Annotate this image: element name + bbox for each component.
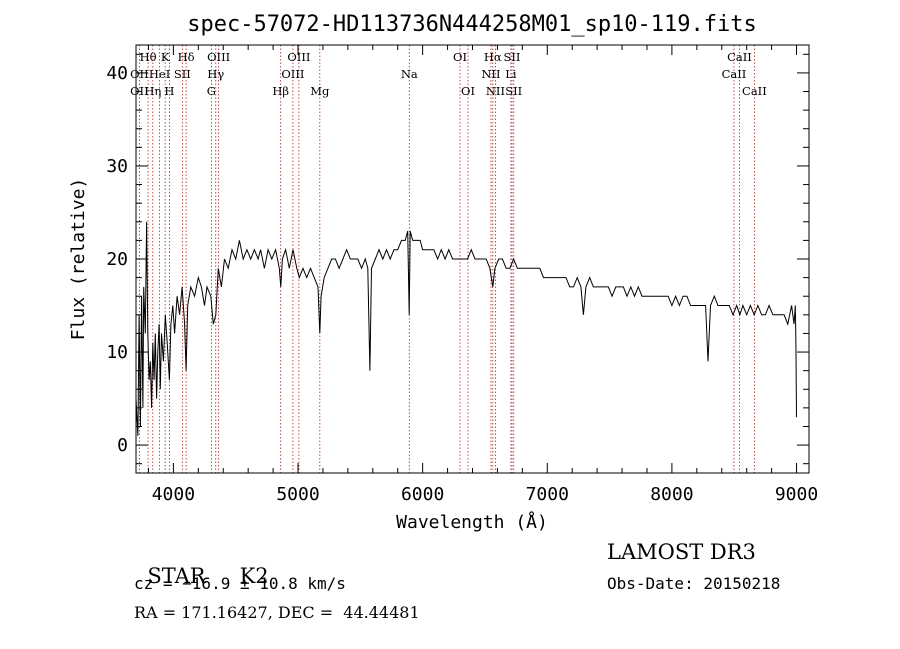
spectral-line-label: NII — [486, 84, 505, 98]
redshift-velocity: cz = −16.9 ± 10.8 km/s — [134, 574, 346, 593]
object-class-line: STAR K2 — [134, 540, 269, 588]
y-tick-label: 30 — [106, 156, 128, 177]
spectral-line-label: OI — [453, 50, 467, 64]
flux-series-line — [135, 221, 797, 436]
spectral-line-label: Mg — [310, 84, 330, 98]
spectral-line-label: OII — [130, 84, 149, 98]
y-tick-label: 10 — [106, 342, 128, 363]
y-tick-label: 20 — [106, 249, 128, 270]
spectral-line-label: G — [207, 84, 216, 98]
chart-title: spec-57072-HD113736N444258M01_sp10-119.f… — [187, 12, 757, 37]
spectral-line-label: SII — [504, 50, 521, 64]
spectral-line-label: NII — [481, 67, 500, 81]
spectral-line-label: SII — [174, 67, 191, 81]
spectral-line-label: K — [161, 50, 170, 64]
object-class: STAR — [147, 564, 206, 588]
plot-frame — [135, 44, 810, 474]
spectral-line-label: OIII — [287, 50, 310, 64]
spectral-line-label: OIII — [207, 50, 230, 64]
spectral-line-label: SII — [505, 84, 522, 98]
x-tick-label: 9000 — [775, 484, 818, 505]
spectral-line-label: CaII — [742, 84, 767, 98]
spectral-line-label: CaII — [722, 67, 747, 81]
y-axis-ticks: 0 10 20 30 40 — [106, 53, 809, 465]
y-axis-label: Flux (relative) — [68, 178, 89, 341]
spectral-line-label: OII — [130, 67, 149, 81]
spectral-line-label: HeI — [149, 67, 170, 81]
observation-date: Obs-Date: 20150218 — [607, 574, 781, 593]
spectral-line-label: Hα — [484, 50, 502, 64]
y-tick-label: 0 — [117, 435, 128, 456]
survey-name: LAMOST DR3 — [607, 540, 756, 564]
spectral-line-label: Hθ — [140, 50, 157, 64]
spectral-line-label: Hβ — [272, 84, 289, 98]
x-tick-label: 7000 — [526, 484, 569, 505]
spectral-line-label: H — [164, 84, 174, 98]
x-axis-label: Wavelength (Å) — [396, 511, 548, 533]
spectral-line-label: Li — [505, 67, 517, 81]
y-tick-label: 40 — [106, 63, 128, 84]
spectral-line-label: OIII — [281, 67, 304, 81]
spectral-line-markers — [138, 45, 755, 473]
spectral-line-label: Hη — [144, 84, 161, 98]
spectral-line-label: OI — [461, 84, 475, 98]
sky-coordinates: RA = 171.16427, DEC = 44.44481 — [134, 603, 420, 622]
object-subclass: K2 — [239, 564, 269, 588]
spectral-line-label: CaII — [727, 50, 752, 64]
x-tick-label: 5000 — [276, 484, 319, 505]
x-tick-label: 8000 — [650, 484, 693, 505]
x-axis-ticks: 4000 5000 6000 7000 8000 9000 — [147, 45, 818, 505]
x-tick-label: 4000 — [152, 484, 195, 505]
x-tick-label: 6000 — [401, 484, 444, 505]
spectral-line-label: Hδ — [178, 50, 195, 64]
spectral-line-label: Na — [401, 67, 418, 81]
spectral-line-label: Hγ — [207, 67, 224, 81]
